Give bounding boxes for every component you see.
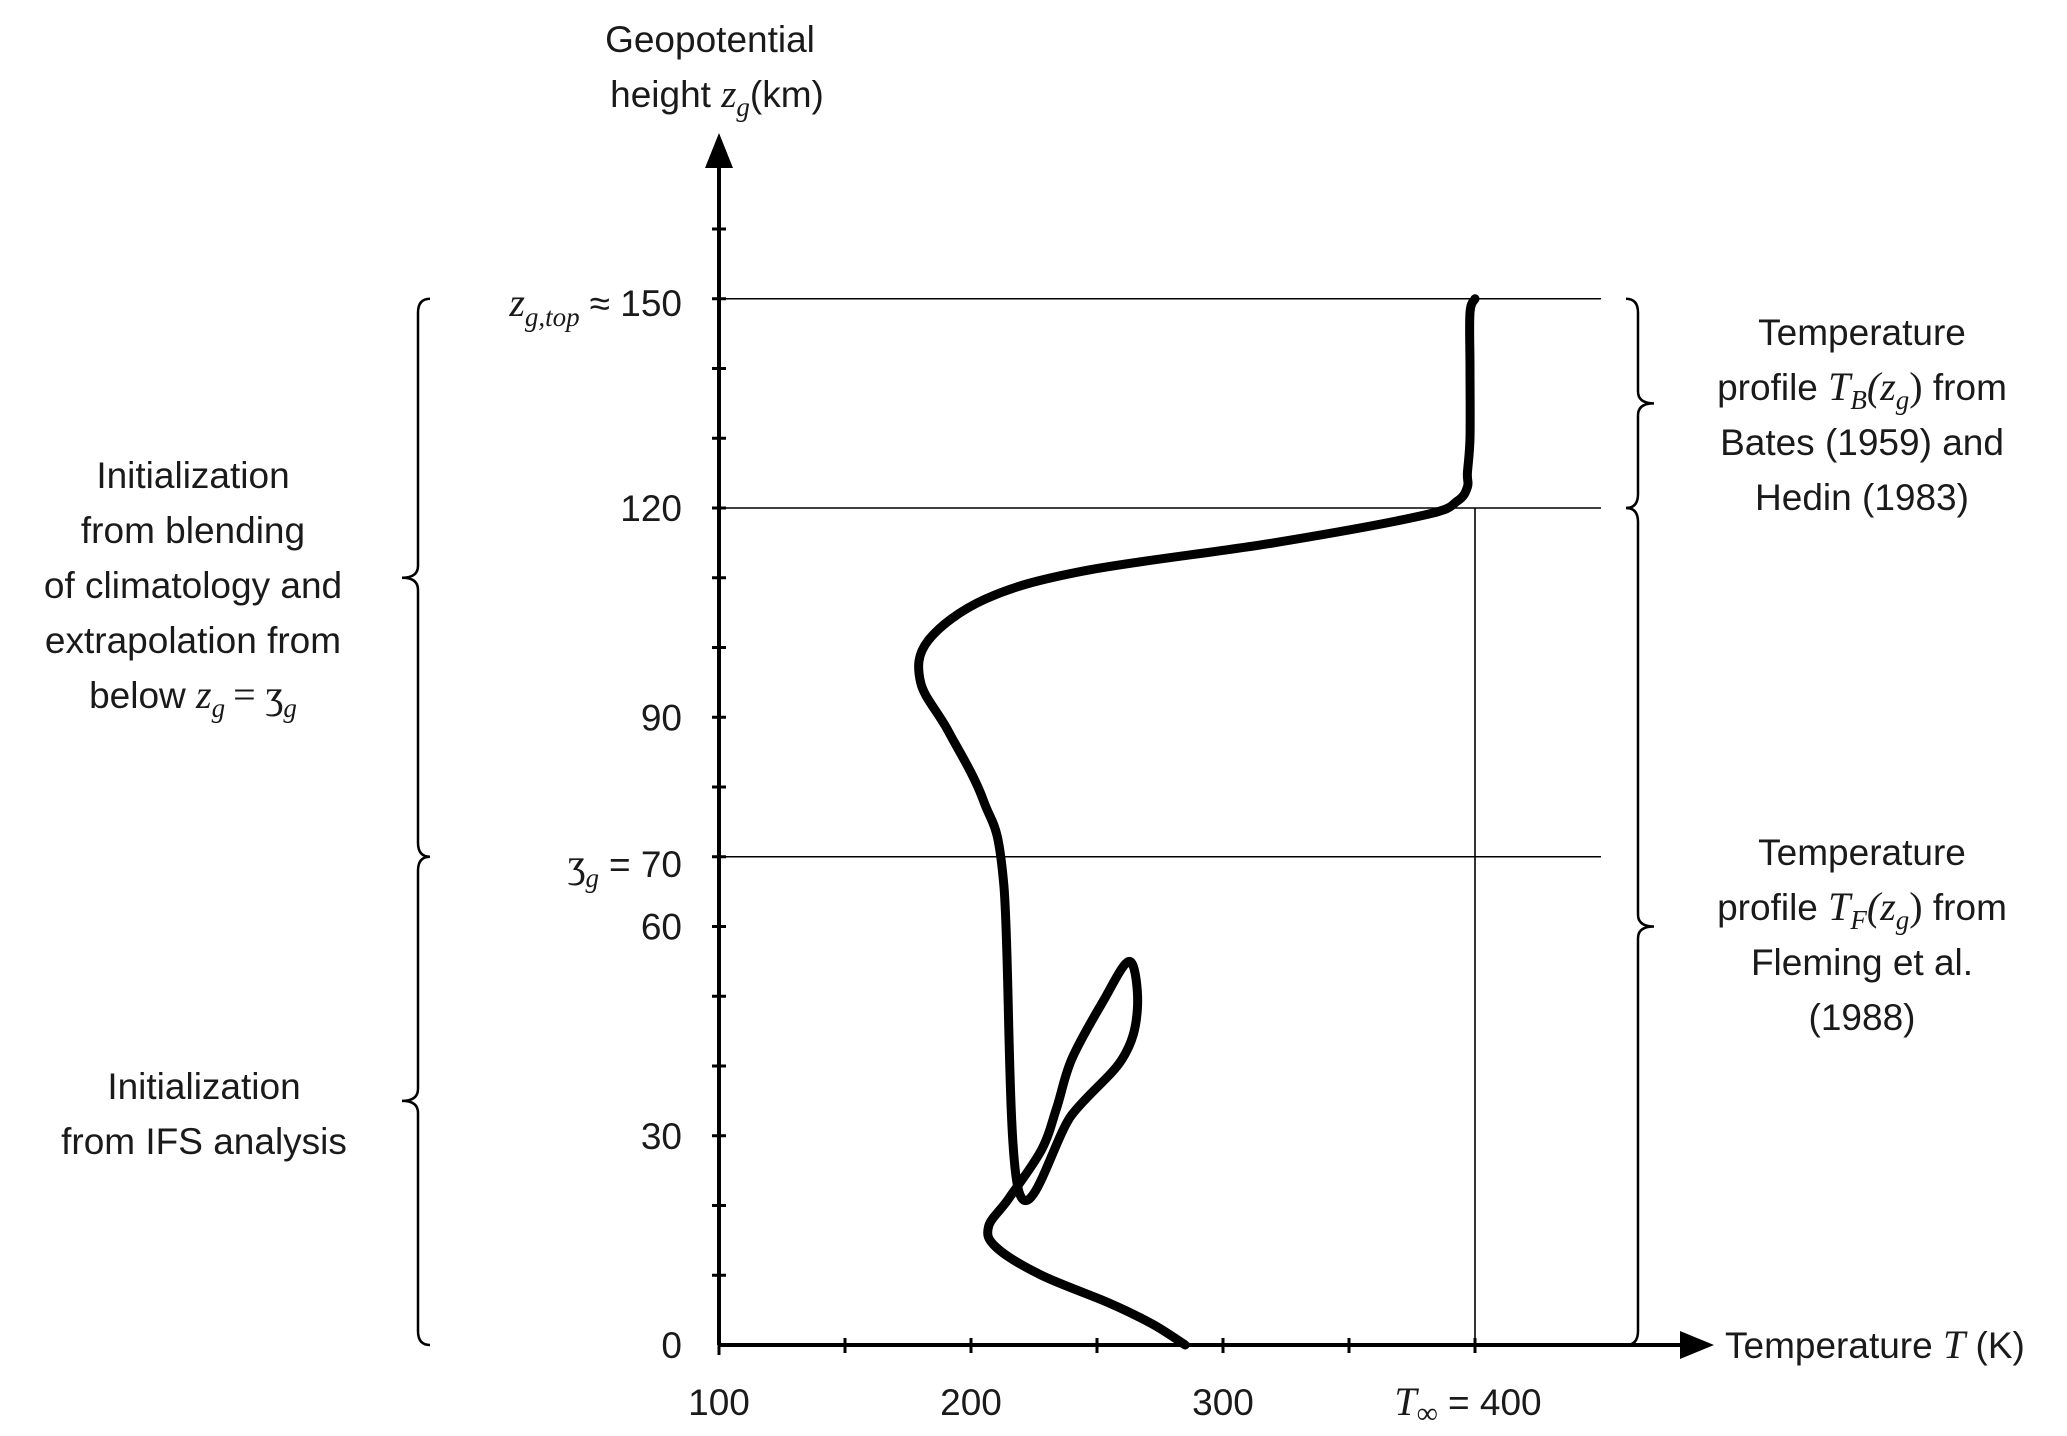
x-tick-label: 200 <box>940 1382 1002 1423</box>
annotation-left-upper: Initialization from blending of climatol… <box>44 455 342 723</box>
annotation-text: profile TB(zg) from <box>1717 364 2007 415</box>
y-tick-label: 120 <box>620 488 682 529</box>
y-axis-arrowhead <box>705 133 733 168</box>
brace-right-lower <box>1625 506 1655 1347</box>
annotation-text: of climatology and <box>44 565 342 606</box>
annotation-text: Hedin (1983) <box>1755 477 1969 518</box>
y-tick-label: 0 <box>661 1325 682 1366</box>
x-axis-arrowhead <box>1680 1331 1714 1359</box>
y-tick-label: 90 <box>641 697 682 738</box>
brace-left-upper <box>401 297 431 858</box>
annotation-text: profile TF(zg) from <box>1717 884 2007 935</box>
x-tick-label: 100 <box>688 1382 750 1423</box>
brace-right-upper <box>1625 297 1655 510</box>
annotation-left-lower: Initialization from IFS analysis <box>61 1066 347 1162</box>
y-axis-title-line1: Geopotential <box>605 19 815 60</box>
annotation-text: Fleming et al. <box>1751 942 1973 983</box>
y-tick-label: 60 <box>641 907 682 948</box>
axis-ticks: 0 30 60 90 120 100 200 300 <box>620 227 1477 1423</box>
brace-left-lower <box>401 855 431 1347</box>
blend-height-label: ʒg = 70 <box>568 841 682 893</box>
annotation-text: Temperature <box>1758 832 1966 873</box>
annotation-text: below zg = ʒg <box>89 672 297 723</box>
annotation-right-lower: Temperature profile TF(zg) from Fleming … <box>1717 832 2007 1038</box>
annotation-text: from IFS analysis <box>61 1121 347 1162</box>
temperature-profile-line <box>914 294 1480 1350</box>
top-height-label: zg,top ≈ 150 <box>508 280 682 332</box>
annotation-text: Initialization <box>107 1066 300 1107</box>
y-tick-label: 30 <box>641 1116 682 1157</box>
annotation-right-upper: Temperature profile TB(zg) from Bates (1… <box>1717 312 2007 518</box>
annotation-text: from blending <box>81 510 305 551</box>
t-infinity-label: T∞ = 400 <box>1394 1379 1541 1430</box>
y-axis-title-line2: height zg(km) <box>610 73 824 122</box>
annotation-text: extrapolation from <box>45 620 341 661</box>
annotation-text: Initialization <box>96 455 289 496</box>
x-axis-title: Temperature T (K) <box>1725 1322 2025 1367</box>
annotation-text: (1988) <box>1809 997 1916 1038</box>
braces <box>401 297 1655 1347</box>
axes <box>705 133 1714 1359</box>
series <box>914 294 1480 1350</box>
annotation-text: Temperature <box>1758 312 1966 353</box>
annotation-text: Bates (1959) and <box>1720 422 2004 463</box>
x-tick-label: 300 <box>1192 1382 1254 1423</box>
